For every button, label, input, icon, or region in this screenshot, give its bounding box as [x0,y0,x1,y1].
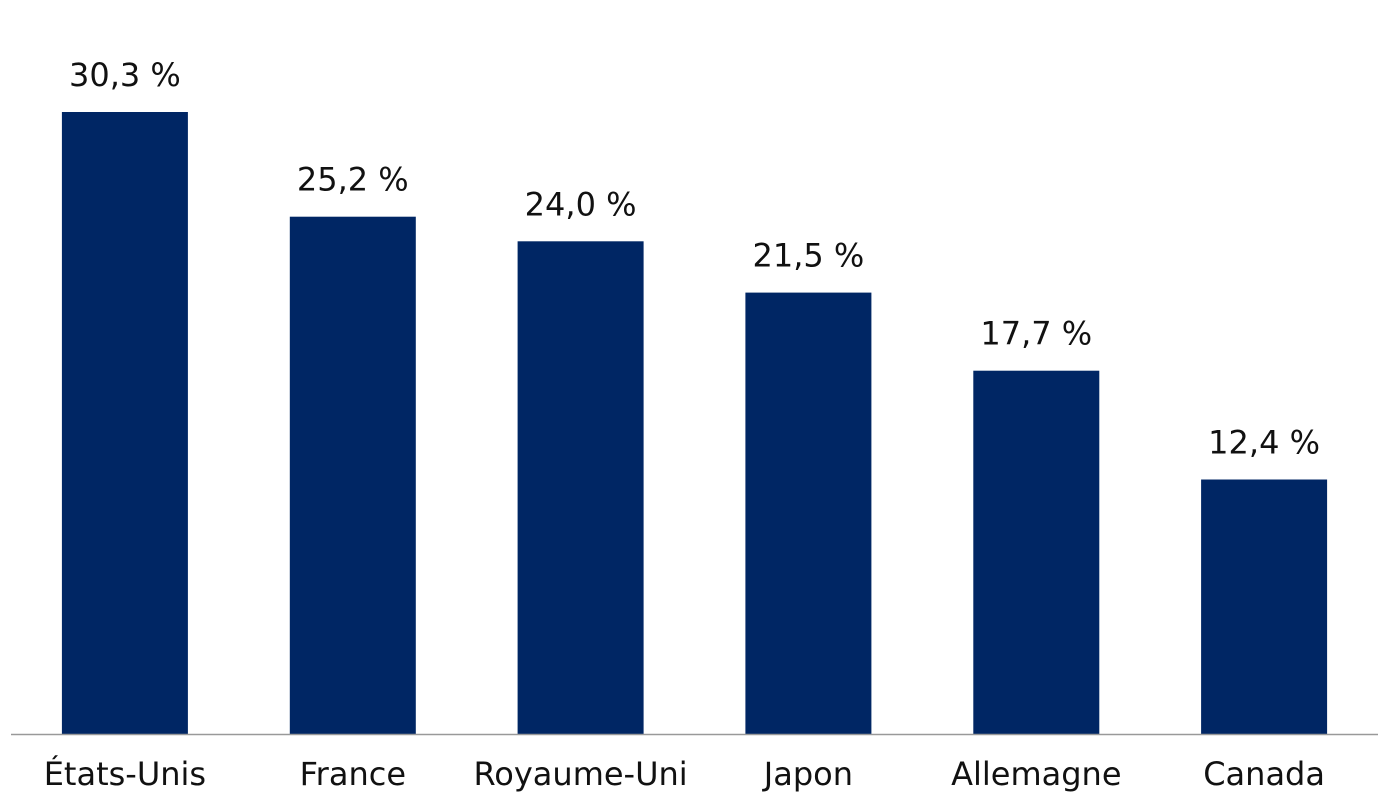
category-labels-group: États-Unis France Royaume-Uni Japon Allemagn… [44,755,1325,793]
bar-value-label: 30,3 % [69,56,181,94]
bar-value-label: 17,7 % [980,315,1092,353]
category-label: Canada [1203,755,1325,793]
category-label: États-Unis [44,755,206,793]
category-label: Allemagne [951,755,1121,793]
value-labels-group: 30,3 % 25,2 % 24,0 % 21,5 % 17,7 % 12,4 % [69,56,1320,462]
bar-value-label: 21,5 % [752,237,864,275]
category-label: France [300,755,406,793]
category-label: Japon [762,755,853,793]
bar-value-label: 25,2 % [297,161,409,199]
bar-1 [289,216,416,734]
bars-group [61,112,1328,735]
bar-2 [517,241,644,735]
bar-value-label: 12,4 % [1208,424,1320,462]
bar-5 [1201,479,1328,734]
bar-0 [61,112,188,734]
category-label: Royaume-Uni [473,755,687,793]
bar-4 [973,370,1100,734]
bar-value-label: 24,0 % [525,185,637,223]
bar-3 [745,292,872,734]
